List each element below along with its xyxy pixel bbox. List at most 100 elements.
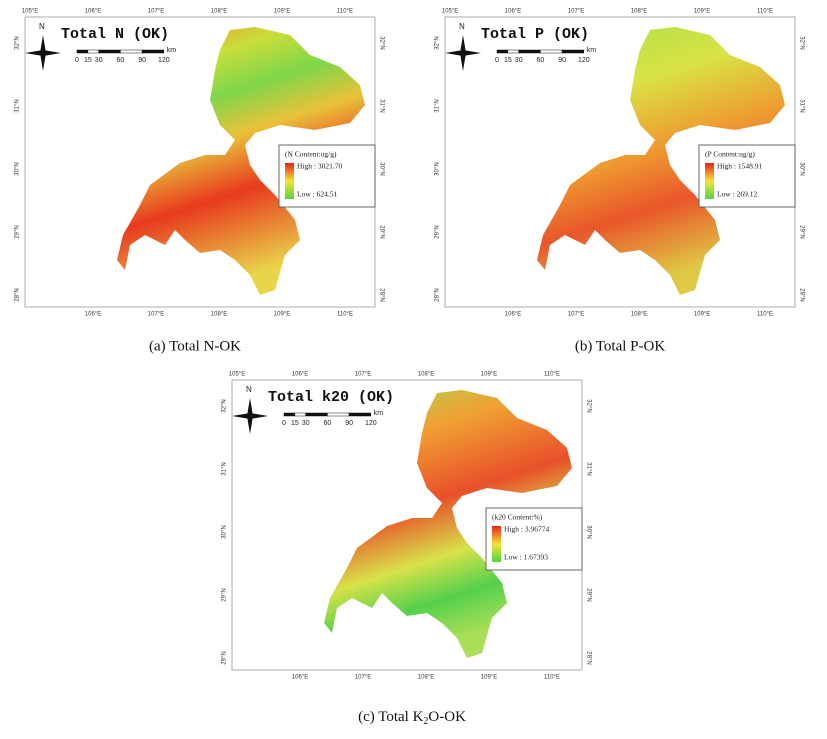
lon-label: 106°E xyxy=(85,312,101,318)
compass-north: N xyxy=(246,385,252,394)
scale-label: 120 xyxy=(365,420,377,427)
lon-label: 107°E xyxy=(148,9,164,15)
legend-title: (N Content:ug/g) xyxy=(285,150,337,159)
scale-label: 120 xyxy=(578,57,590,64)
lon-label: 106°E xyxy=(505,9,521,15)
lon-label: 110°E xyxy=(337,9,353,15)
lon-label: 108°E xyxy=(211,9,227,15)
scale-label: 15 xyxy=(291,420,299,427)
caption-text: (c) Total K xyxy=(358,709,423,725)
legend-ramp xyxy=(705,163,714,199)
scale-label: 30 xyxy=(515,57,523,64)
lat-label: 29°N xyxy=(585,588,591,601)
scale-segment xyxy=(306,413,328,416)
lon-label: 109°E xyxy=(481,675,497,681)
lat-label: 30°N xyxy=(798,162,804,175)
legend-title: (P Content:ug/g) xyxy=(705,150,755,159)
legend-high: High : 3021.70 xyxy=(297,162,342,171)
legend-low: Low : 1.67393 xyxy=(504,553,548,562)
lon-label: 108°E xyxy=(418,675,434,681)
scale-label: 60 xyxy=(117,57,125,64)
lon-label: 106°E xyxy=(505,312,521,318)
lat-label: 28°N xyxy=(15,288,21,301)
lon-label: 110°E xyxy=(544,675,560,681)
scale-segment xyxy=(540,50,562,53)
lon-label: 109°E xyxy=(694,312,710,318)
caption-text: O-OK xyxy=(428,709,466,725)
lat-label: 30°N xyxy=(378,162,384,175)
scale-unit: km xyxy=(374,410,384,417)
lat-label: 31°N xyxy=(378,99,384,112)
scale-label: 0 xyxy=(282,420,286,427)
lat-label: 32°N xyxy=(435,36,441,49)
lat-label: 32°N xyxy=(15,36,21,49)
scale-label: 0 xyxy=(75,57,79,64)
lat-label: 29°N xyxy=(378,225,384,238)
scale-segment xyxy=(562,50,584,53)
lat-label: 30°N xyxy=(15,162,21,175)
scale-segment xyxy=(295,413,306,416)
lat-label: 31°N xyxy=(222,462,228,475)
lat-label: 30°N xyxy=(585,525,591,538)
lon-label: 108°E xyxy=(418,372,434,378)
compass-north: N xyxy=(459,22,465,31)
legend-high: High : 3.96774 xyxy=(504,525,549,534)
lat-label: 29°N xyxy=(15,225,21,238)
lon-label: 108°E xyxy=(631,312,647,318)
scale-segment xyxy=(519,50,541,53)
lon-label: 109°E xyxy=(481,372,497,378)
compass-north: N xyxy=(39,22,45,31)
legend-low: Low : 624.51 xyxy=(297,190,337,199)
lat-label: 30°N xyxy=(435,162,441,175)
lat-label: 31°N xyxy=(585,462,591,475)
lat-label: 32°N xyxy=(585,399,591,412)
caption: (a) Total N-OK xyxy=(149,338,241,354)
scale-segment xyxy=(77,50,88,53)
scale-segment xyxy=(508,50,519,53)
lon-label: 107°E xyxy=(148,312,164,318)
lat-label: 31°N xyxy=(435,99,441,112)
legend-low: Low : 269.12 xyxy=(717,190,757,199)
lon-label: 110°E xyxy=(544,372,560,378)
lat-label: 32°N xyxy=(378,36,384,49)
lon-label: 106°E xyxy=(292,675,308,681)
lat-label: 31°N xyxy=(15,99,21,112)
lon-label: 105°E xyxy=(22,9,38,15)
scale-unit: km xyxy=(167,47,177,54)
lat-label: 28°N xyxy=(435,288,441,301)
lat-label: 28°N xyxy=(222,651,228,664)
legend-ramp xyxy=(285,163,294,199)
lon-label: 107°E xyxy=(355,675,371,681)
caption: (b) Total P-OK xyxy=(575,338,665,354)
lon-label: 107°E xyxy=(568,9,584,15)
scale-label: 30 xyxy=(302,420,310,427)
lat-label: 28°N xyxy=(798,288,804,301)
lat-label: 31°N xyxy=(798,99,804,112)
scale-segment xyxy=(142,50,164,53)
legend-ramp xyxy=(492,526,501,562)
lon-label: 106°E xyxy=(85,9,101,15)
lat-label: 32°N xyxy=(798,36,804,49)
lat-label: 32°N xyxy=(222,399,228,412)
figure: 105°E 106°E 107°E 108°E 109°E 110°E 106°E 107°E… xyxy=(0,0,827,739)
scale-label: 60 xyxy=(537,57,545,64)
scale-segment xyxy=(99,50,121,53)
legend-title: (k20 Content:%) xyxy=(492,513,543,522)
scale-label: 90 xyxy=(138,57,146,64)
scale-segment xyxy=(327,413,349,416)
scale-segment xyxy=(349,413,371,416)
scale-label: 60 xyxy=(324,420,332,427)
lon-label: 108°E xyxy=(211,312,227,318)
lon-label: 108°E xyxy=(631,9,647,15)
lon-label: 106°E xyxy=(292,372,308,378)
lon-label: 110°E xyxy=(337,312,353,318)
lon-label: 107°E xyxy=(568,312,584,318)
map-title: Total k20 (OK) xyxy=(268,389,394,406)
scale-label: 0 xyxy=(495,57,499,64)
map-panel: 105°E106°E107°E108°E109°E110°E106°E107°E… xyxy=(435,9,805,318)
lon-label: 105°E xyxy=(229,372,245,378)
scale-segment xyxy=(120,50,142,53)
lon-label: 110°E xyxy=(757,312,773,318)
lat-label: 29°N xyxy=(222,588,228,601)
